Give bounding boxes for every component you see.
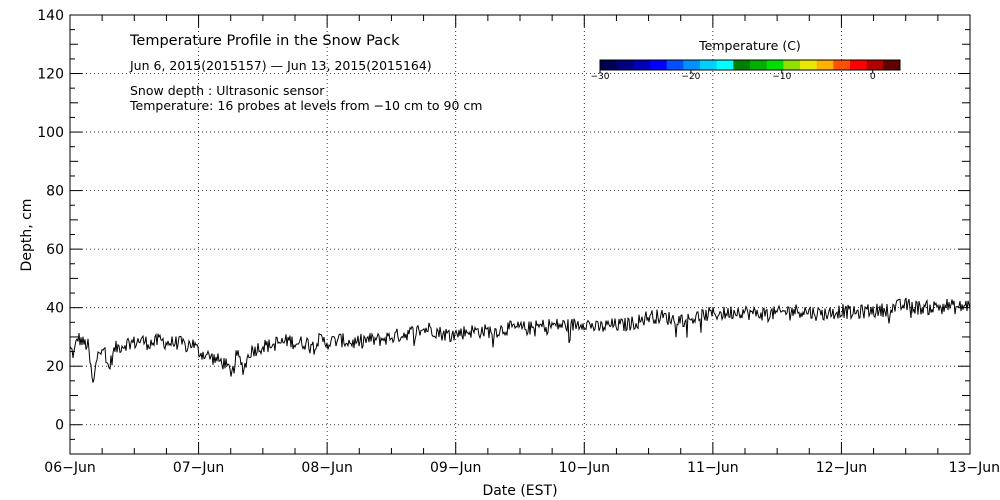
colorbar-cell [883,60,901,70]
grid-lines [70,15,970,454]
colorbar-cell [716,60,734,70]
temperature-colorbar: Temperature (C) −30 −20 −10 0 [591,38,901,82]
colorbar-cell [816,60,834,70]
colorbar-tick-label: 0 [870,72,876,82]
colorbar-cell [700,60,718,70]
colorbar-cell [733,60,751,70]
y-tick-label: 140 [37,8,64,24]
note-temperature: Temperature: 16 probes at levels from −1… [129,98,482,113]
colorbar-cell [800,60,818,70]
colorbar-ticks: −30 −20 −10 0 [591,70,876,82]
snow-depth-series-line [69,297,971,383]
colorbar-cell [650,60,668,70]
colorbar-cell [633,60,651,70]
colorbar-cell [766,60,784,70]
plot-frame [69,14,971,455]
y-tick-label: 120 [37,67,64,83]
x-tick-label: 06−Jun [44,460,95,476]
y-axis-label: Depth, cm [19,199,35,272]
colorbar-title: Temperature (C) [698,38,801,53]
y-tick-label: 60 [46,242,64,258]
colorbar-frame [599,59,901,71]
note-snow-depth: Snow depth : Ultrasonic sensor [130,83,325,98]
colorbar-cell [783,60,801,70]
colorbar-tick-label: −20 [681,72,700,82]
y-tick-label: 20 [46,359,64,375]
x-tick-label: 07−Jun [173,460,224,476]
y-tick-label: 0 [55,418,64,434]
colorbar-cell [683,60,701,70]
x-tick-label: 12−Jun [816,460,867,476]
chart-subtitle: Jun 6, 2015(2015157) — Jun 13, 2015(2015… [129,58,432,73]
colorbar-cell [616,60,634,70]
y-tick-labels: 0 20 40 60 80 100 120 140 [37,8,64,434]
y-tick-label: 80 [46,184,64,200]
y-tick-label: 100 [37,125,64,141]
x-tick-label: 08−Jun [301,460,352,476]
axis-ticks [69,14,971,455]
colorbar-tick-label: −10 [772,72,791,82]
colorbar-tick-label: −30 [591,72,610,82]
colorbar-cell [850,60,868,70]
colorbar-cell [600,60,618,70]
colorbar-cell [833,60,851,70]
x-tick-label: 13−Jun [949,460,1000,476]
colorbar-cells [600,60,901,70]
x-tick-labels: 06−Jun 07−Jun 08−Jun 09−Jun 10−Jun 11−Jun 12−J… [44,460,1000,476]
colorbar-cell [666,60,684,70]
chart-title: Temperature Profile in the Snow Pack [129,33,400,49]
y-tick-label: 40 [46,301,64,317]
colorbar-cell [750,60,768,70]
x-tick-label: 10−Jun [559,460,610,476]
colorbar-cell [866,60,884,70]
x-axis-label: Date (EST) [482,483,557,499]
x-tick-label: 11−Jun [687,460,738,476]
x-tick-label: 09−Jun [430,460,481,476]
